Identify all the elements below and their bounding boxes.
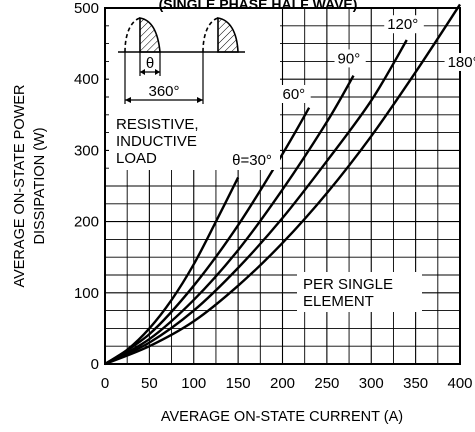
x-tick-label: 200 <box>270 375 295 392</box>
series-labels: θ=30° 60° 90° 120° 180° <box>229 15 475 170</box>
series-line-120 <box>104 39 408 366</box>
series-label-180: 180° <box>448 54 475 71</box>
y-tick-label: 0 <box>91 356 99 373</box>
series-label-60: 60° <box>283 86 306 103</box>
series-line-90 <box>104 75 355 366</box>
series-curves <box>104 3 462 366</box>
y-axis-title-line-1: AVERAGE ON-STATE POWER <box>12 84 28 287</box>
series-label-30: θ=30° <box>232 152 272 169</box>
theta-label: θ <box>146 55 154 72</box>
series-line-180 <box>104 3 462 366</box>
x-tick-label: 0 <box>101 375 109 392</box>
series-label-bg-90 <box>334 49 366 68</box>
series-line-60 <box>104 107 311 365</box>
load-text-line-1: RESISTIVE, <box>116 116 199 133</box>
x-tick-label: 50 <box>141 375 158 392</box>
series-label-bg-180 <box>444 52 475 71</box>
theta-arrow-right <box>155 69 160 75</box>
x-tick-labels: 0 50 100 150 200 250 300 350 400 <box>101 375 473 392</box>
x-tick-label: 300 <box>359 375 384 392</box>
series-label-bg-60 <box>279 85 311 103</box>
waveform-dashed-left-1 <box>124 17 141 53</box>
waveform-dashed-left-2 <box>202 17 219 53</box>
load-text-line-2: INDUCTIVE <box>116 133 197 150</box>
y-axis-title-line-2: DISSIPATION (W) <box>32 127 48 244</box>
waveform-inset: θ 360° <box>118 17 245 104</box>
series-label-bg-30 <box>229 151 278 170</box>
period-arrow-left <box>125 97 131 103</box>
series-label-120: 120° <box>387 16 418 33</box>
series-label-bg-120 <box>384 15 424 34</box>
chart-title: (SINGLE PHASE HALF WAVE) <box>159 0 358 12</box>
y-tick-labels: 0 100 200 300 400 500 <box>74 0 99 373</box>
plot-frame <box>104 7 461 365</box>
x-tick-label: 400 <box>447 375 472 392</box>
load-text-line-3: LOAD <box>116 150 157 167</box>
period-arrow-right <box>197 97 203 103</box>
x-tick-label: 250 <box>314 375 339 392</box>
y-tick-label: 300 <box>74 142 99 159</box>
element-text-line-1: PER SINGLE <box>303 276 393 293</box>
x-tick-label: 100 <box>181 375 206 392</box>
x-axis-title: AVERAGE ON-STATE CURRENT (A) <box>161 409 403 425</box>
series-label-90: 90° <box>338 50 361 67</box>
y-tick-label: 500 <box>74 0 99 17</box>
period-label: 360° <box>148 83 179 100</box>
load-inset-box <box>109 9 280 170</box>
y-tick-label: 200 <box>74 214 99 231</box>
element-text-line-2: ELEMENT <box>303 293 374 310</box>
y-tick-label: 100 <box>74 285 99 302</box>
x-tick-label: 350 <box>403 375 428 392</box>
y-tick-label: 400 <box>74 71 99 88</box>
x-tick-label: 150 <box>226 375 251 392</box>
theta-arrow-left <box>140 69 145 75</box>
element-annotation-box <box>297 272 422 312</box>
